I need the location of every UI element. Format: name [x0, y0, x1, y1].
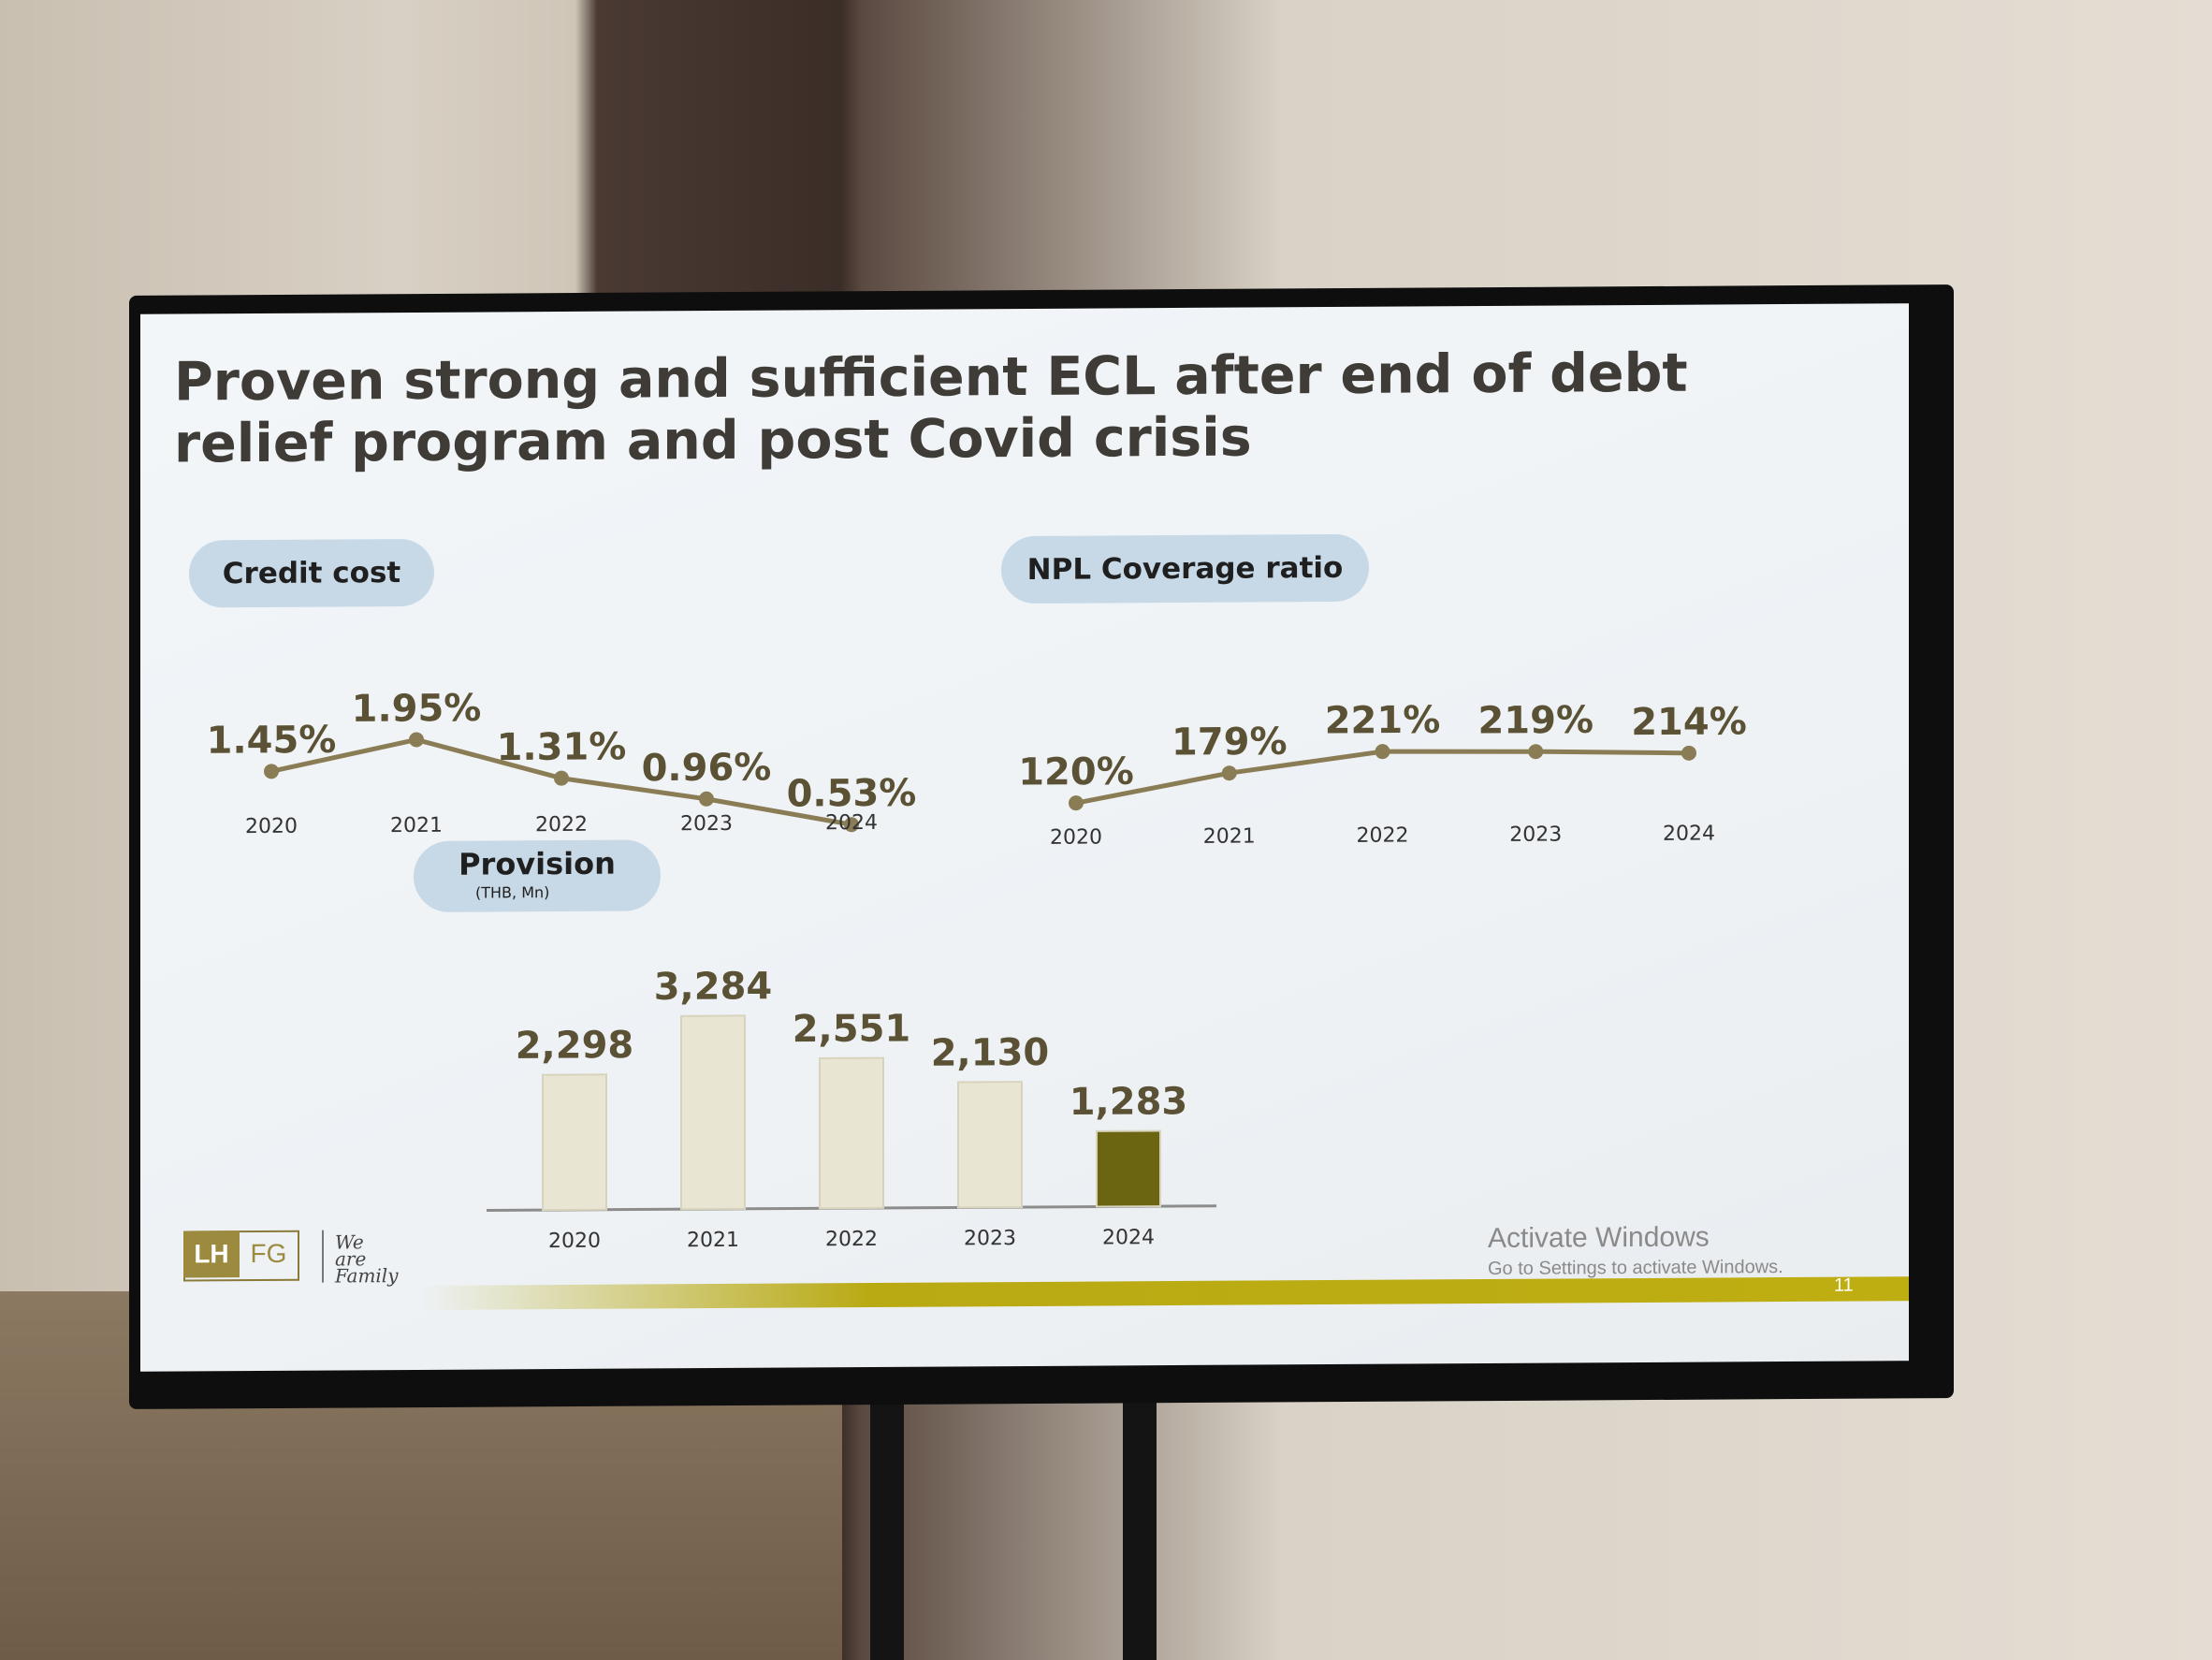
credit-cost-data-label: 0.96%: [642, 746, 772, 790]
credit-cost-point: [844, 817, 859, 833]
npl-coverage-line-chart: 120% 2020 179% 2021 221% 2022 219% 2023 214% 2024: [1018, 699, 1747, 850]
npl-coverage-data-label: 214%: [1631, 700, 1747, 744]
npl-coverage-point: [1069, 795, 1084, 811]
provision-x-tick-label: 2022: [825, 1228, 878, 1251]
credit-cost-x-tick-label: 2020: [245, 815, 298, 838]
npl-coverage-point: [1221, 765, 1237, 781]
logo-fg-text: FG: [250, 1238, 287, 1269]
credit-cost-x-tick-label: 2024: [825, 811, 878, 835]
logo-slogan: We are Family: [335, 1230, 399, 1288]
npl-coverage-data-label: 219%: [1477, 699, 1594, 743]
provision-bar: [542, 1073, 607, 1212]
provision-x-tick-label: 2020: [548, 1230, 601, 1253]
charts-canvas: 1.45% 2020 1.95% 2021 1.31% 2022 0.96% 2023 0.53…: [207, 687, 1747, 1253]
presentation-slide: Proven strong and sufficient ECL after e…: [140, 303, 1909, 1372]
credit-cost-data-label: 1.95%: [352, 687, 482, 731]
provision-bar: [680, 1014, 746, 1211]
provision-data-label: 2,298: [516, 1024, 634, 1068]
page-number: 11: [1834, 1274, 1854, 1296]
credit-cost-x-tick-label: 2021: [390, 814, 443, 837]
credit-cost-x-tick-label: 2022: [535, 813, 588, 837]
npl-coverage-x-tick-label: 2022: [1357, 823, 1409, 847]
provision-data-label: 2,551: [793, 1007, 911, 1051]
provision-data-label: 1,283: [1070, 1080, 1188, 1124]
logo-lh-text: LH: [183, 1230, 240, 1278]
credit-cost-data-label: 0.53%: [787, 772, 917, 816]
provision-bar: [819, 1056, 884, 1210]
provision-x-tick-label: 2024: [1102, 1226, 1155, 1249]
npl-coverage-x-tick-label: 2020: [1050, 825, 1102, 849]
credit-cost-point: [264, 764, 279, 779]
provision-x-tick-label: 2023: [964, 1227, 1016, 1250]
activate-windows-subtitle: Go to Settings to activate Windows.: [1488, 1257, 1783, 1279]
npl-coverage-data-label: 221%: [1325, 699, 1441, 743]
provision-data-label: 2,130: [931, 1031, 1050, 1075]
npl-coverage-point: [1375, 744, 1390, 760]
company-logo: LH FG We are Family: [183, 1230, 399, 1288]
npl-coverage-x-tick-label: 2021: [1203, 824, 1256, 848]
provision-x-tick-label: 2021: [687, 1229, 739, 1252]
credit-cost-line-chart: 1.45% 2020 1.95% 2021 1.31% 2022 0.96% 2023 0.53…: [207, 687, 917, 838]
logo-separator: [322, 1230, 324, 1283]
activate-windows-title: Activate Windows: [1488, 1221, 1710, 1254]
provision-bar: [1096, 1129, 1161, 1208]
npl-coverage-x-tick-label: 2024: [1663, 822, 1715, 845]
npl-coverage-point: [1681, 745, 1696, 761]
npl-coverage-data-label: 179%: [1171, 721, 1288, 764]
credit-cost-point: [554, 770, 569, 786]
provision-bar: [957, 1081, 1023, 1209]
credit-cost-data-label: 1.31%: [497, 725, 627, 769]
credit-cost-x-tick-label: 2023: [680, 812, 733, 836]
activate-windows-watermark: Activate Windows Go to Settings to activ…: [1488, 1221, 1783, 1280]
npl-coverage-data-label: 120%: [1018, 750, 1134, 794]
credit-cost-data-label: 1.45%: [207, 719, 337, 763]
provision-data-label: 3,284: [654, 965, 773, 1009]
npl-coverage-x-tick-label: 2023: [1509, 823, 1562, 846]
credit-cost-point: [699, 791, 714, 807]
npl-coverage-point: [1528, 744, 1544, 760]
provision-bar-chart: 2,298 2020 3,284 2021 2,551 2022 2,130 2023 1,28…: [487, 965, 1216, 1253]
credit-cost-point: [409, 732, 424, 748]
